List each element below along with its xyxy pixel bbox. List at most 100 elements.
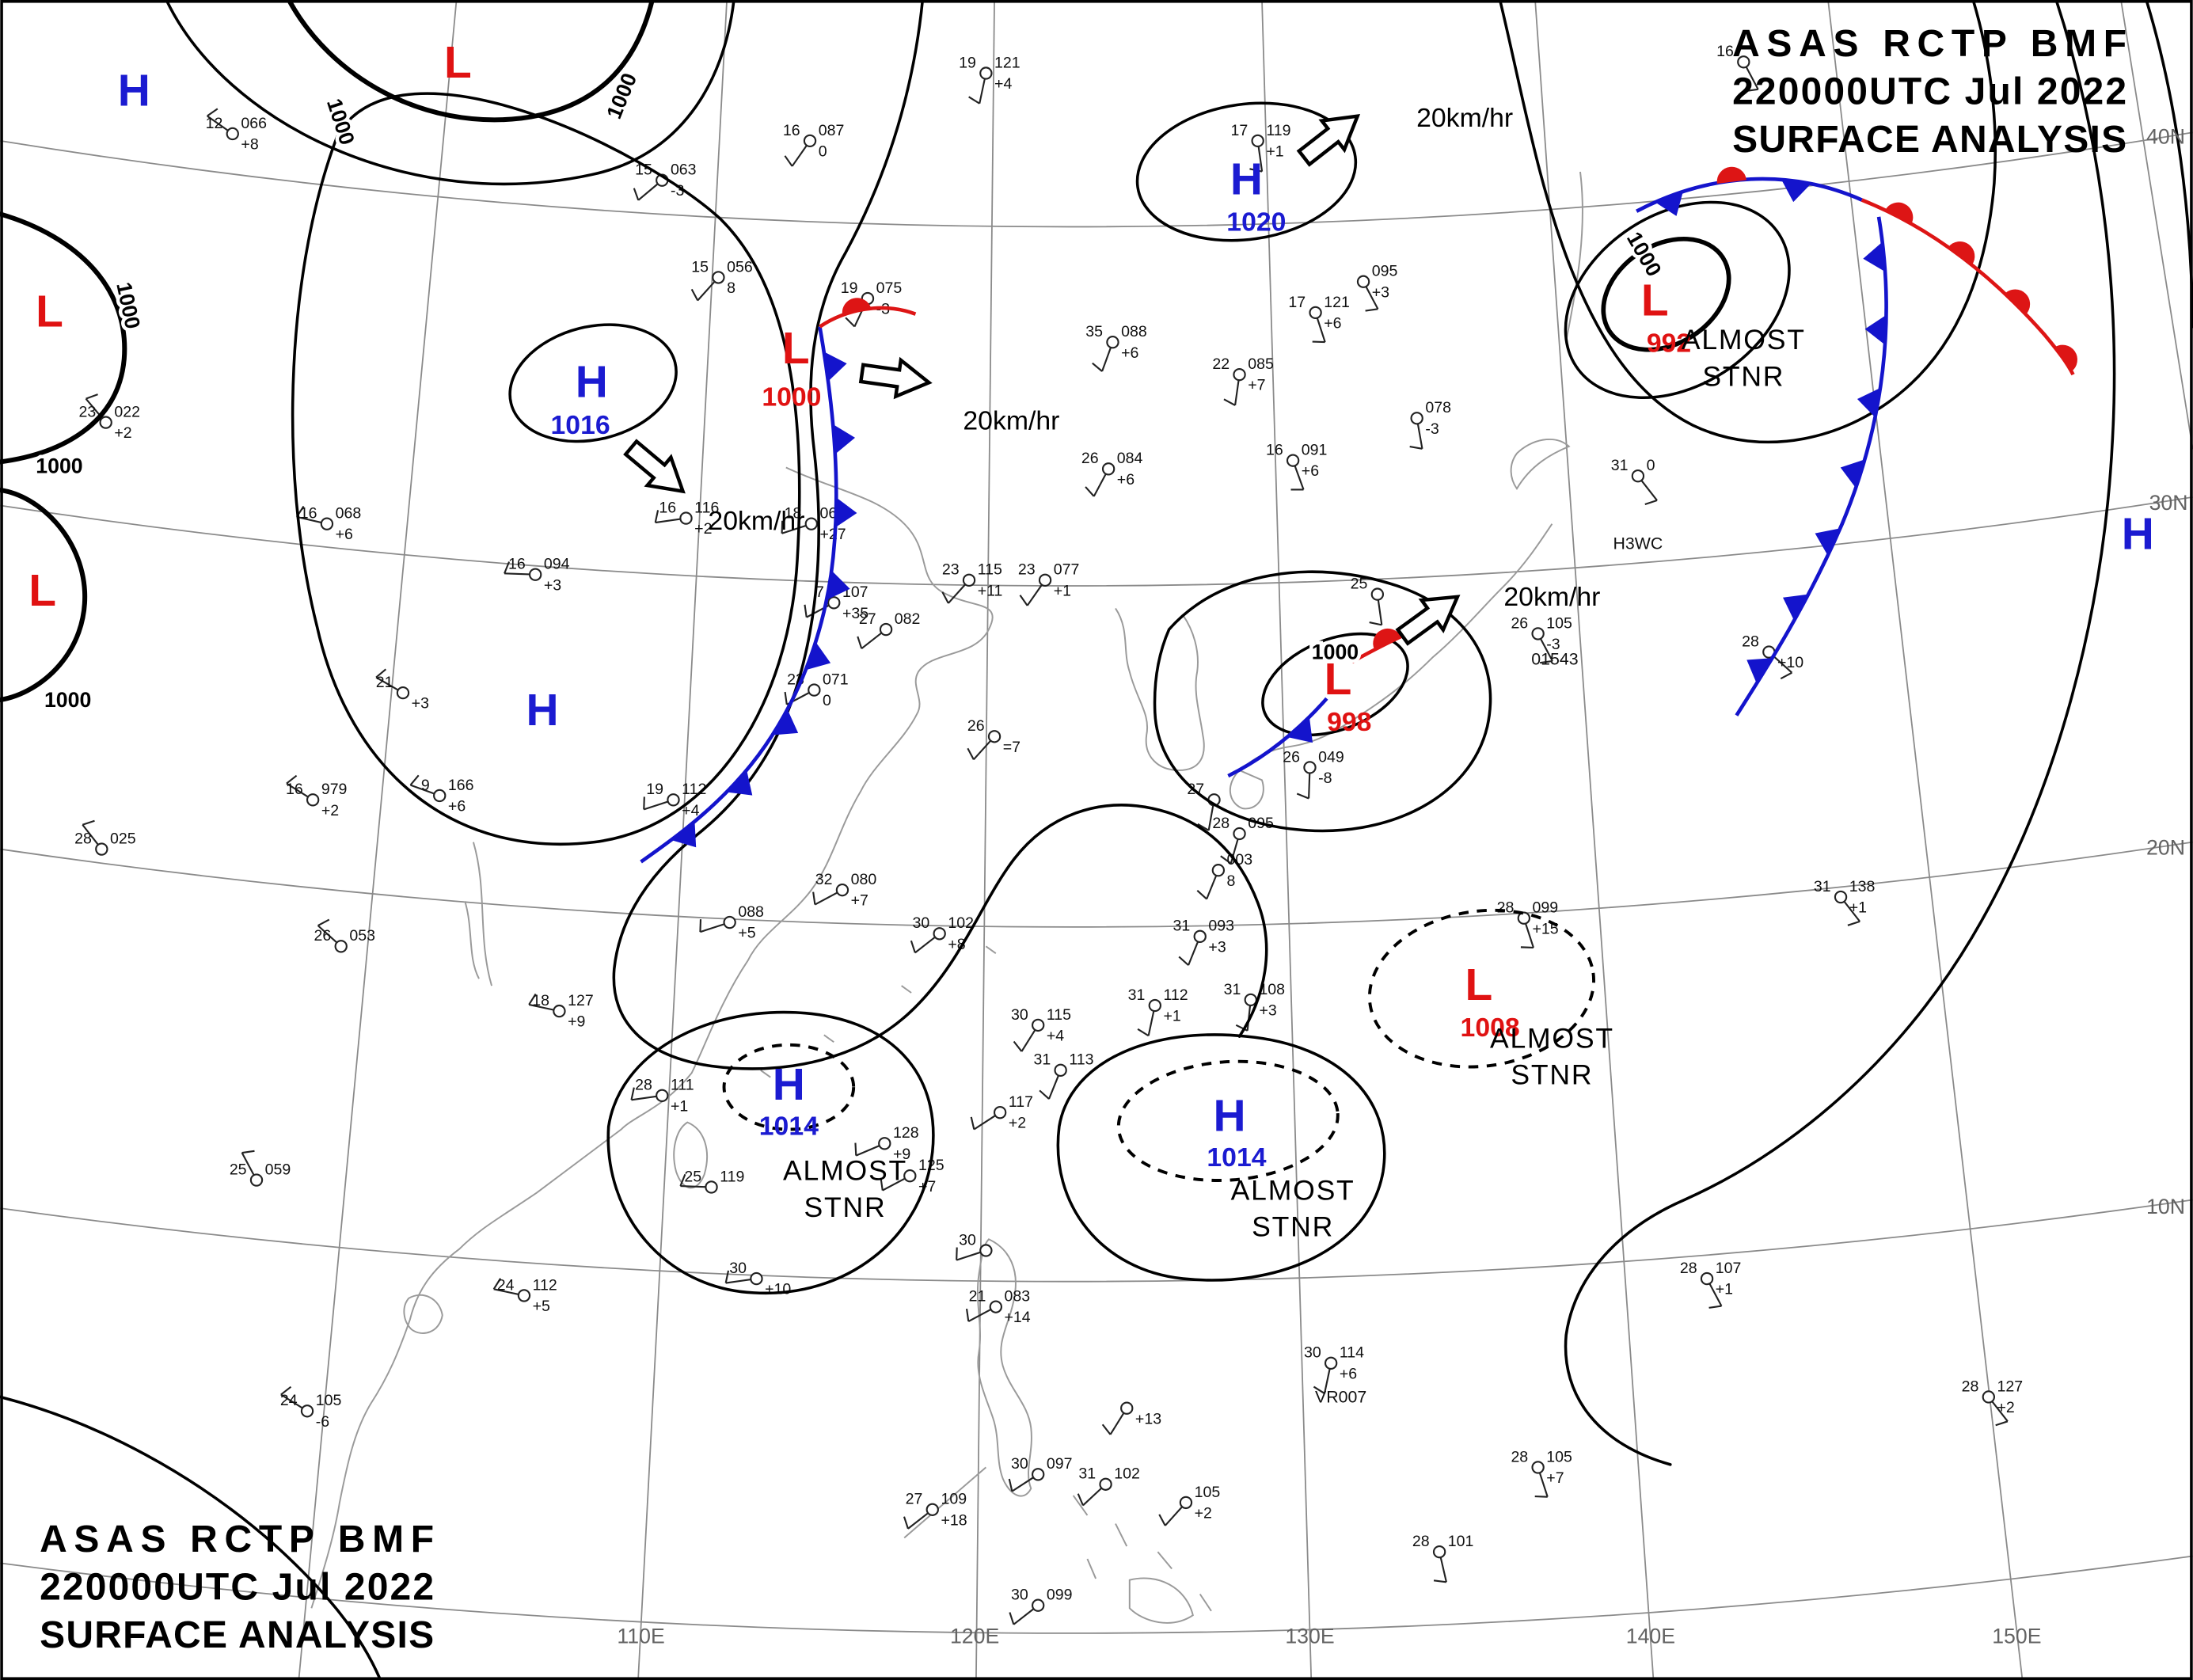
wind-barb [700,923,725,933]
station-circle [804,517,818,530]
station-tendency: +10 [765,1281,791,1298]
latitude-line [0,1555,2193,1634]
low-center-symbol: L [1641,275,1669,325]
coastline-path [976,1238,1032,1497]
station-circle [1120,1401,1134,1415]
station-tendency: +1 [1163,1008,1180,1025]
wind-barb [1020,1029,1036,1052]
coastline-path [1229,769,1264,810]
station-circle [879,622,893,637]
station-tendency: -3 [1546,636,1560,653]
station-tendency: +3 [544,576,561,594]
wind-barb-feather [1312,340,1325,344]
wind-barb-feather [724,1270,730,1283]
station-plot: 31 138 +1 [1814,878,1876,926]
station-tendency: +3 [1259,1002,1276,1019]
movement-arrows [619,101,1468,651]
wind-barb [637,183,659,201]
station-circle [1032,1468,1045,1481]
high-center-symbol: H [576,357,608,408]
station-pressure: 113 [1069,1051,1093,1069]
station-pressure: 084 [1117,450,1143,467]
isobar-path [606,1010,935,1295]
station-pressure: 166 [448,777,474,794]
station-plot: 128+9 [854,1124,919,1163]
wind-barb [1109,1412,1125,1435]
wind-barb [1323,1368,1331,1394]
cold-front-triangle [1840,458,1866,489]
station-circle [1106,336,1119,349]
isobar-path [1498,0,1997,444]
wind-barb-feather [1520,946,1534,949]
station-plot: 28 +10 [1742,633,1803,680]
isobar-path [1564,0,2116,1466]
wind-barb-feather [1197,823,1210,831]
wind-barb-feather [286,774,298,785]
wind-barb-feather [1085,486,1095,497]
station-tendency: +5 [738,925,755,942]
wind-barb-feather [1365,308,1378,312]
latitude-line [0,131,2193,228]
station-temperature: 26 [1283,748,1300,766]
wind-barb-feather [654,510,659,523]
wind-barb-feather [1539,659,1553,664]
cold-front-triangle [1783,594,1810,621]
station-temperature: 18 [785,505,802,523]
isobar-path [1564,200,1791,400]
station-circle [529,568,542,581]
station-tendency: +11 [978,582,1003,599]
river-path [464,842,492,986]
wind-barb-feather [241,1150,255,1154]
station-pressure: 138 [1849,878,1876,895]
wind-barb-feather [1077,1493,1084,1506]
station-tendency: +9 [568,1013,585,1031]
station-circle [1099,1477,1112,1491]
isobar-path [1601,236,1731,352]
wind-barb [1011,1477,1034,1492]
station-temperature: 16 [286,781,303,798]
station-temperature: 30 [729,1260,747,1277]
wind-barb [1991,1401,2009,1422]
station-temperature: 19 [646,781,663,798]
station-tendency: +4 [994,75,1012,93]
station-tendency: +7 [1546,1469,1564,1487]
station-circle [1148,998,1161,1013]
station-pressure: 022 [114,403,140,420]
station-tendency: +2 [1997,1399,2014,1416]
station-tendency: +6 [336,526,353,543]
warm-front-semicircle [2004,289,2030,315]
isobar-path [0,487,88,703]
station-plot: 30 114 +6 [1304,1344,1364,1394]
station-pressure: 059 [265,1161,291,1178]
station-circle [95,842,108,856]
chart-title-line1: ASAS RCTP BMF [1732,23,2126,65]
station-temperature: 17 [1230,122,1248,139]
station-pressure: 056 [727,258,753,276]
station-tendency: +3 [412,695,429,713]
station-pressure: 127 [1997,1378,2023,1395]
wind-barb [979,78,986,104]
wind-barb [1093,473,1107,497]
station-temperature: 26 [1081,450,1099,467]
station-temperature: 16 [659,499,676,516]
station-circle [835,883,849,897]
wind-barb-feather [1745,88,1758,93]
station-temperature: 28 [635,1077,652,1094]
wind-barb [1316,317,1326,343]
station-circle [226,127,239,141]
station-temperature: 28 [74,830,92,847]
wind-barb-feather [1235,1024,1249,1032]
cold-front-triangle [670,820,697,848]
coastline-path [1072,1495,1212,1612]
station-plot: 117+2 [970,1093,1033,1132]
station-tendency: 0 [819,143,827,160]
wind-barb-feather [781,520,784,534]
longitude-line [1534,0,1655,1680]
wind-barb [914,936,936,954]
speed-label: 20km/hr [1503,582,1600,612]
station-plot: 18 127 +9 [528,992,594,1031]
wind-barb-feather [1223,398,1236,406]
station-plot: 19 121 +4 [959,54,1020,105]
warm-front [819,306,917,329]
